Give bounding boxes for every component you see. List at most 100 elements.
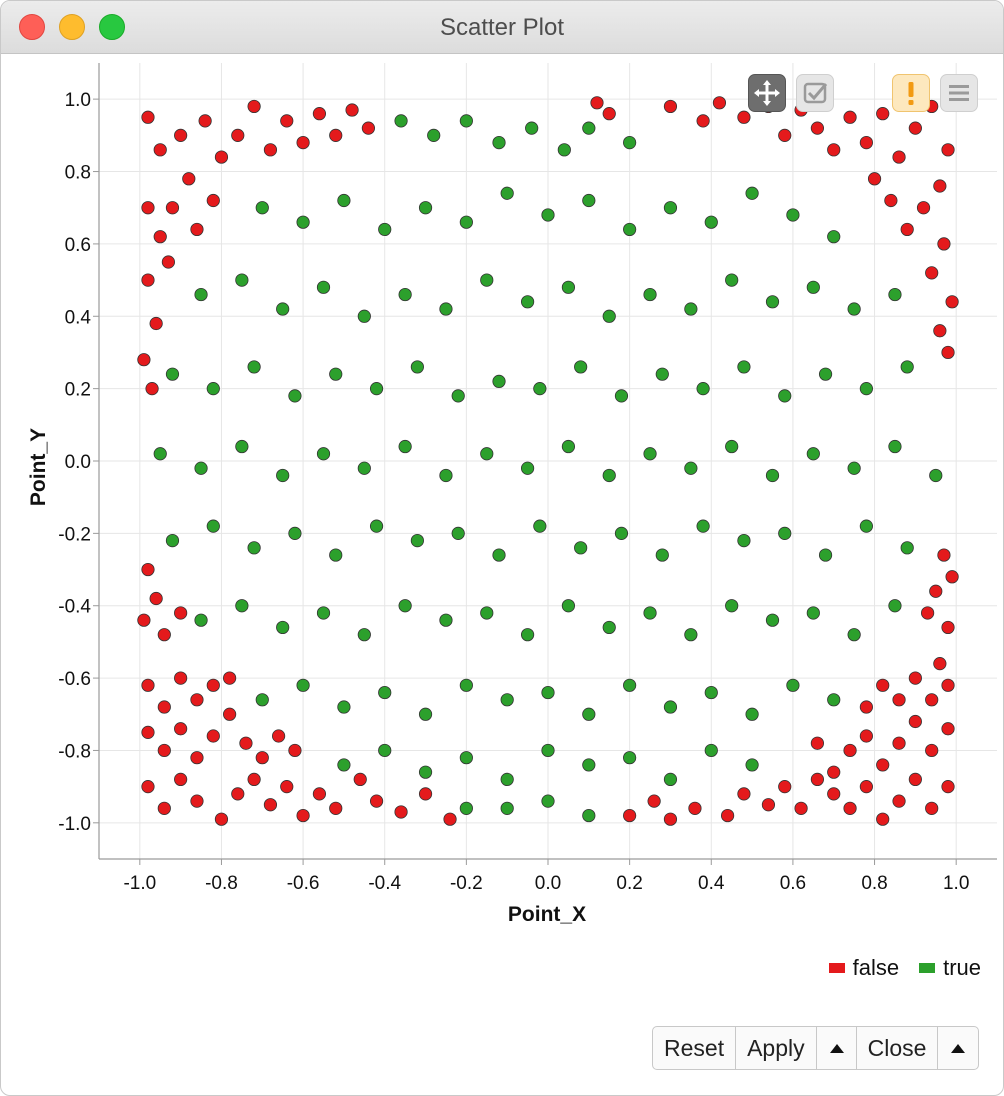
scatter-point-false [353,772,367,787]
scatter-point-true [418,765,433,779]
scatter-chart[interactable]: -1.0 -0.8 -0.6 -0.4 -0.2 0.0 0.2 0.4 0.6 0.8 1.0 1.… [1,53,1003,943]
scatter-point-true [288,389,302,403]
scatter-point-true [459,215,473,229]
scatter-point-false [867,172,882,186]
scatter-point-true [888,439,902,454]
select-tool-button[interactable] [796,74,834,112]
scatter-point-true [492,548,506,562]
x-tick-label: -0.4 [368,873,401,894]
scatter-point-false [859,729,873,743]
scatter-point-false [137,353,151,367]
scatter-point-false [157,801,171,815]
scatter-point-true [480,273,494,287]
scatter-point-true [439,302,453,316]
menu-button[interactable] [940,74,978,112]
scatter-point-false [859,136,873,150]
scatter-point-false [925,693,939,707]
scatter-point-true [357,461,371,475]
scatter-point-true [725,273,739,287]
scatter-point-false [810,772,825,787]
scatter-point-false [843,110,857,124]
scatter-point-true [847,628,861,642]
scatter-point-false [900,222,914,237]
reset-button[interactable]: Reset [653,1027,737,1069]
scatter-point-true [316,447,331,461]
scatter-point-false [876,758,890,772]
pan-tool-button[interactable] [748,74,786,112]
scatter-point-false [908,714,922,729]
scatter-point-false [214,150,229,164]
scatter-point-true [418,201,433,215]
scatter-point-true [765,613,780,627]
scatter-point-false [859,700,873,714]
scatter-point-true [492,374,506,388]
legend-item-false: false [828,955,899,981]
scatter-point-true [684,302,698,316]
scatter-point-true [737,360,751,374]
scatter-point-false [149,591,163,606]
x-tick-label: -0.6 [287,873,320,894]
scatter-point-false [929,584,943,598]
scatter-point-true [480,606,494,620]
scatter-point-false [941,143,955,157]
scatter-point-false [369,794,384,808]
move-arrows-icon [754,80,780,106]
scatter-point-true [337,193,351,208]
scatter-point-true [255,201,269,215]
scatter-point-true [398,599,412,613]
scatter-point-false [174,606,188,620]
close-window-button[interactable] [19,14,45,40]
apply-button[interactable]: Apply [736,1027,817,1069]
scatter-point-false [255,751,269,765]
scatter-point-true [206,382,220,396]
scatter-point-false [288,743,302,758]
scatter-point-true [725,439,739,454]
scatter-point-false [925,266,939,280]
scatter-point-false [663,99,678,114]
scatter-point-false [161,255,175,269]
scatter-point-false [263,143,278,157]
minimize-window-button[interactable] [59,14,85,40]
scatter-point-false [141,780,155,794]
apply-options-button[interactable] [817,1027,857,1069]
triangle-up-icon [951,1044,966,1053]
scatter-point-true [500,801,514,815]
scatter-point-true [398,439,412,454]
scatter-point-false [190,222,204,237]
scatter-point-false [908,121,922,135]
scatter-point-true [378,743,392,758]
scatter-point-true [623,136,637,150]
x-tick-label: 1.0 [943,873,969,894]
scatter-point-true [827,693,841,707]
scatter-point-false [174,671,188,685]
scatter-point-false [141,678,155,692]
y-tick-label: 0.8 [65,163,91,184]
title-bar[interactable]: Scatter Plot [1,1,1003,54]
scatter-point-true [704,685,718,700]
scatter-point-false [876,812,890,826]
scatter-point-true [655,367,669,381]
scatter-point-true [900,360,914,374]
scatter-point-false [141,273,155,287]
scatter-point-true [582,707,596,721]
x-tick-label: 0.4 [698,873,725,894]
scatter-point-true [235,599,249,613]
scatter-point-true [329,367,343,381]
legend-item-true: true [919,955,981,981]
scatter-point-true [316,280,331,294]
warning-button[interactable] [892,74,930,112]
chart-legend: false true [809,955,981,981]
scatter-point-false [190,751,204,765]
close-button[interactable]: Close [857,1027,939,1069]
scatter-point-false [165,201,180,215]
close-options-button[interactable] [938,1027,978,1069]
scatter-point-true [357,309,371,323]
scatter-point-true [398,287,412,302]
scatter-point-false [141,201,155,215]
scatter-point-false [933,324,947,338]
legend-label-true: true [943,955,981,980]
x-tick-label: -0.2 [450,873,483,894]
maximize-window-button[interactable] [99,14,125,40]
scatter-point-true [623,678,637,692]
scatter-point-true [574,360,588,374]
